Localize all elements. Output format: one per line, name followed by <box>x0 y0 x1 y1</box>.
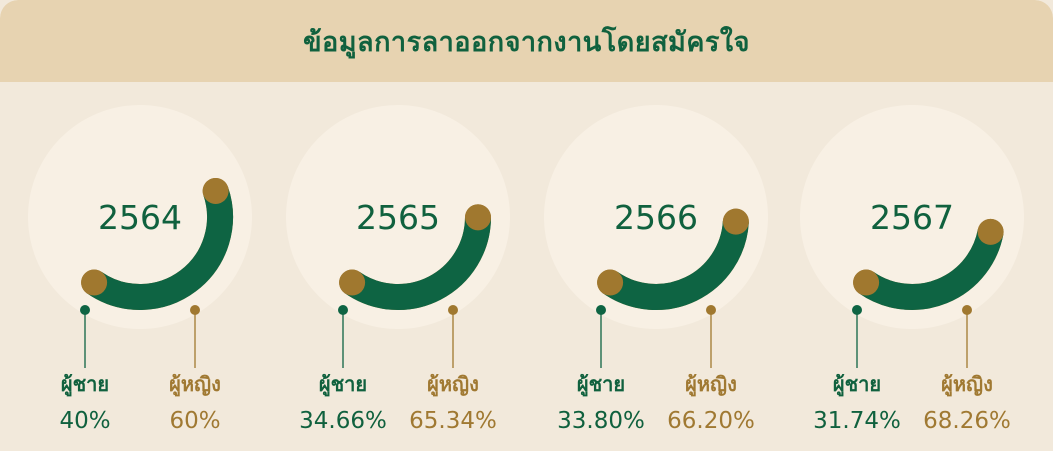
male-pointer-dot <box>338 305 348 315</box>
male-percent-label: 40% <box>59 408 111 434</box>
female-percent-label: 65.34% <box>409 408 497 434</box>
year-label: 2565 <box>356 198 440 237</box>
female-legend-label: ผู้หญิง <box>941 372 993 396</box>
female-percent-label: 66.20% <box>667 408 755 434</box>
title-bar: ข้อมูลการลาออกจากงานโดยสมัครใจ <box>0 0 1053 82</box>
donut-2567: 2567 <box>800 105 1024 368</box>
male-legend-label: ผู้ชาย <box>318 372 368 396</box>
female-pointer-dot <box>448 305 458 315</box>
year-label: 2564 <box>98 198 182 237</box>
female-slice-cap <box>597 269 624 296</box>
page-title: ข้อมูลการลาออกจากงานโดยสมัครใจ <box>303 26 750 58</box>
female-slice-cap-top <box>202 177 229 204</box>
female-pointer-dot <box>706 305 716 315</box>
male-pointer-dot <box>596 305 606 315</box>
female-percent-label: 68.26% <box>923 408 1011 434</box>
female-slice-cap <box>339 269 366 296</box>
male-percent-label: 33.80% <box>557 408 645 434</box>
male-legend-label: ผู้ชาย <box>60 372 110 396</box>
male-pointer-dot <box>852 305 862 315</box>
female-slice-cap <box>81 269 108 296</box>
year-label: 2566 <box>614 198 698 237</box>
female-slice-cap <box>853 269 880 296</box>
female-pointer-dot <box>962 305 972 315</box>
female-slice-cap-top <box>722 208 749 235</box>
donut-2565: 2565 <box>286 105 510 368</box>
male-percent-label: 34.66% <box>299 408 387 434</box>
donut-2564: 2564 <box>28 105 252 368</box>
female-slice-cap-top <box>977 218 1004 245</box>
male-slice <box>86 186 233 310</box>
male-percent-label: 31.74% <box>813 408 901 434</box>
female-slice-cap-top <box>464 204 491 231</box>
male-slice <box>602 220 749 310</box>
female-legend-label: ผู้หญิง <box>427 372 479 396</box>
male-legend-label: ผู้ชาย <box>832 372 882 396</box>
female-percent-label: 60% <box>169 408 221 434</box>
male-pointer-dot <box>80 305 90 315</box>
male-legend-label: ผู้ชาย <box>576 372 626 396</box>
donut-2566: 2566 <box>544 105 768 368</box>
female-legend-label: ผู้หญิง <box>169 372 221 396</box>
male-slice <box>858 229 1004 310</box>
year-label: 2567 <box>870 198 954 237</box>
male-slice <box>344 216 491 310</box>
female-pointer-dot <box>190 305 200 315</box>
female-legend-label: ผู้หญิง <box>685 372 737 396</box>
